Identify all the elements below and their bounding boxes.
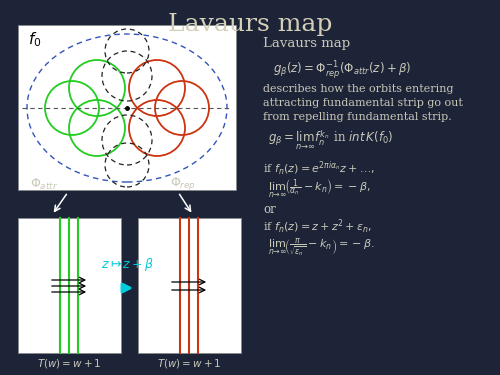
Text: $\Phi_{attr}$: $\Phi_{attr}$ bbox=[30, 177, 58, 192]
Text: $T(w) = w+1$: $T(w) = w+1$ bbox=[36, 357, 102, 370]
Text: $\Phi_{rep}$: $\Phi_{rep}$ bbox=[170, 175, 196, 192]
Text: Lavaurs map: Lavaurs map bbox=[168, 13, 332, 36]
Bar bbox=[18, 25, 236, 190]
Text: $\lim_{n\to\infty}\!\left(\frac{\pi}{\sqrt{\varepsilon_n}} - k_n\right) = -\beta: $\lim_{n\to\infty}\!\left(\frac{\pi}{\sq… bbox=[268, 237, 375, 259]
Text: $z \mapsto z + \beta$: $z \mapsto z + \beta$ bbox=[102, 256, 154, 273]
Bar bbox=[18, 218, 121, 353]
Bar bbox=[138, 218, 241, 353]
Text: $\lim_{n\to\infty}\!\left(\frac{1}{\alpha_n} - k_n\right) = -\beta,$: $\lim_{n\to\infty}\!\left(\frac{1}{\alph… bbox=[268, 178, 370, 201]
Text: if $f_n(z) = e^{2\pi i\alpha_n} z + \ldots,$: if $f_n(z) = e^{2\pi i\alpha_n} z + \ldo… bbox=[263, 160, 375, 178]
Text: if $f_n(z) = z + z^2 + \varepsilon_n,$: if $f_n(z) = z + z^2 + \varepsilon_n,$ bbox=[263, 218, 372, 236]
Text: or: or bbox=[263, 203, 276, 216]
Text: $g_{\beta}(z) = \Phi_{rep}^{-1}(\Phi_{attr}(z) + \beta)$: $g_{\beta}(z) = \Phi_{rep}^{-1}(\Phi_{at… bbox=[273, 59, 411, 81]
Text: $g_{\beta} = \lim_{n\to\infty} f_n^{k_n}$ in $int\,K(f_0)$: $g_{\beta} = \lim_{n\to\infty} f_n^{k_n}… bbox=[268, 129, 394, 152]
Text: Lavaurs map: Lavaurs map bbox=[263, 37, 350, 50]
Text: $f_0$: $f_0$ bbox=[28, 30, 42, 49]
Text: describes how the orbits entering
attracting fundamental strip go out
from repel: describes how the orbits entering attrac… bbox=[263, 84, 463, 122]
Text: $T(w) = w+1$: $T(w) = w+1$ bbox=[156, 357, 222, 370]
